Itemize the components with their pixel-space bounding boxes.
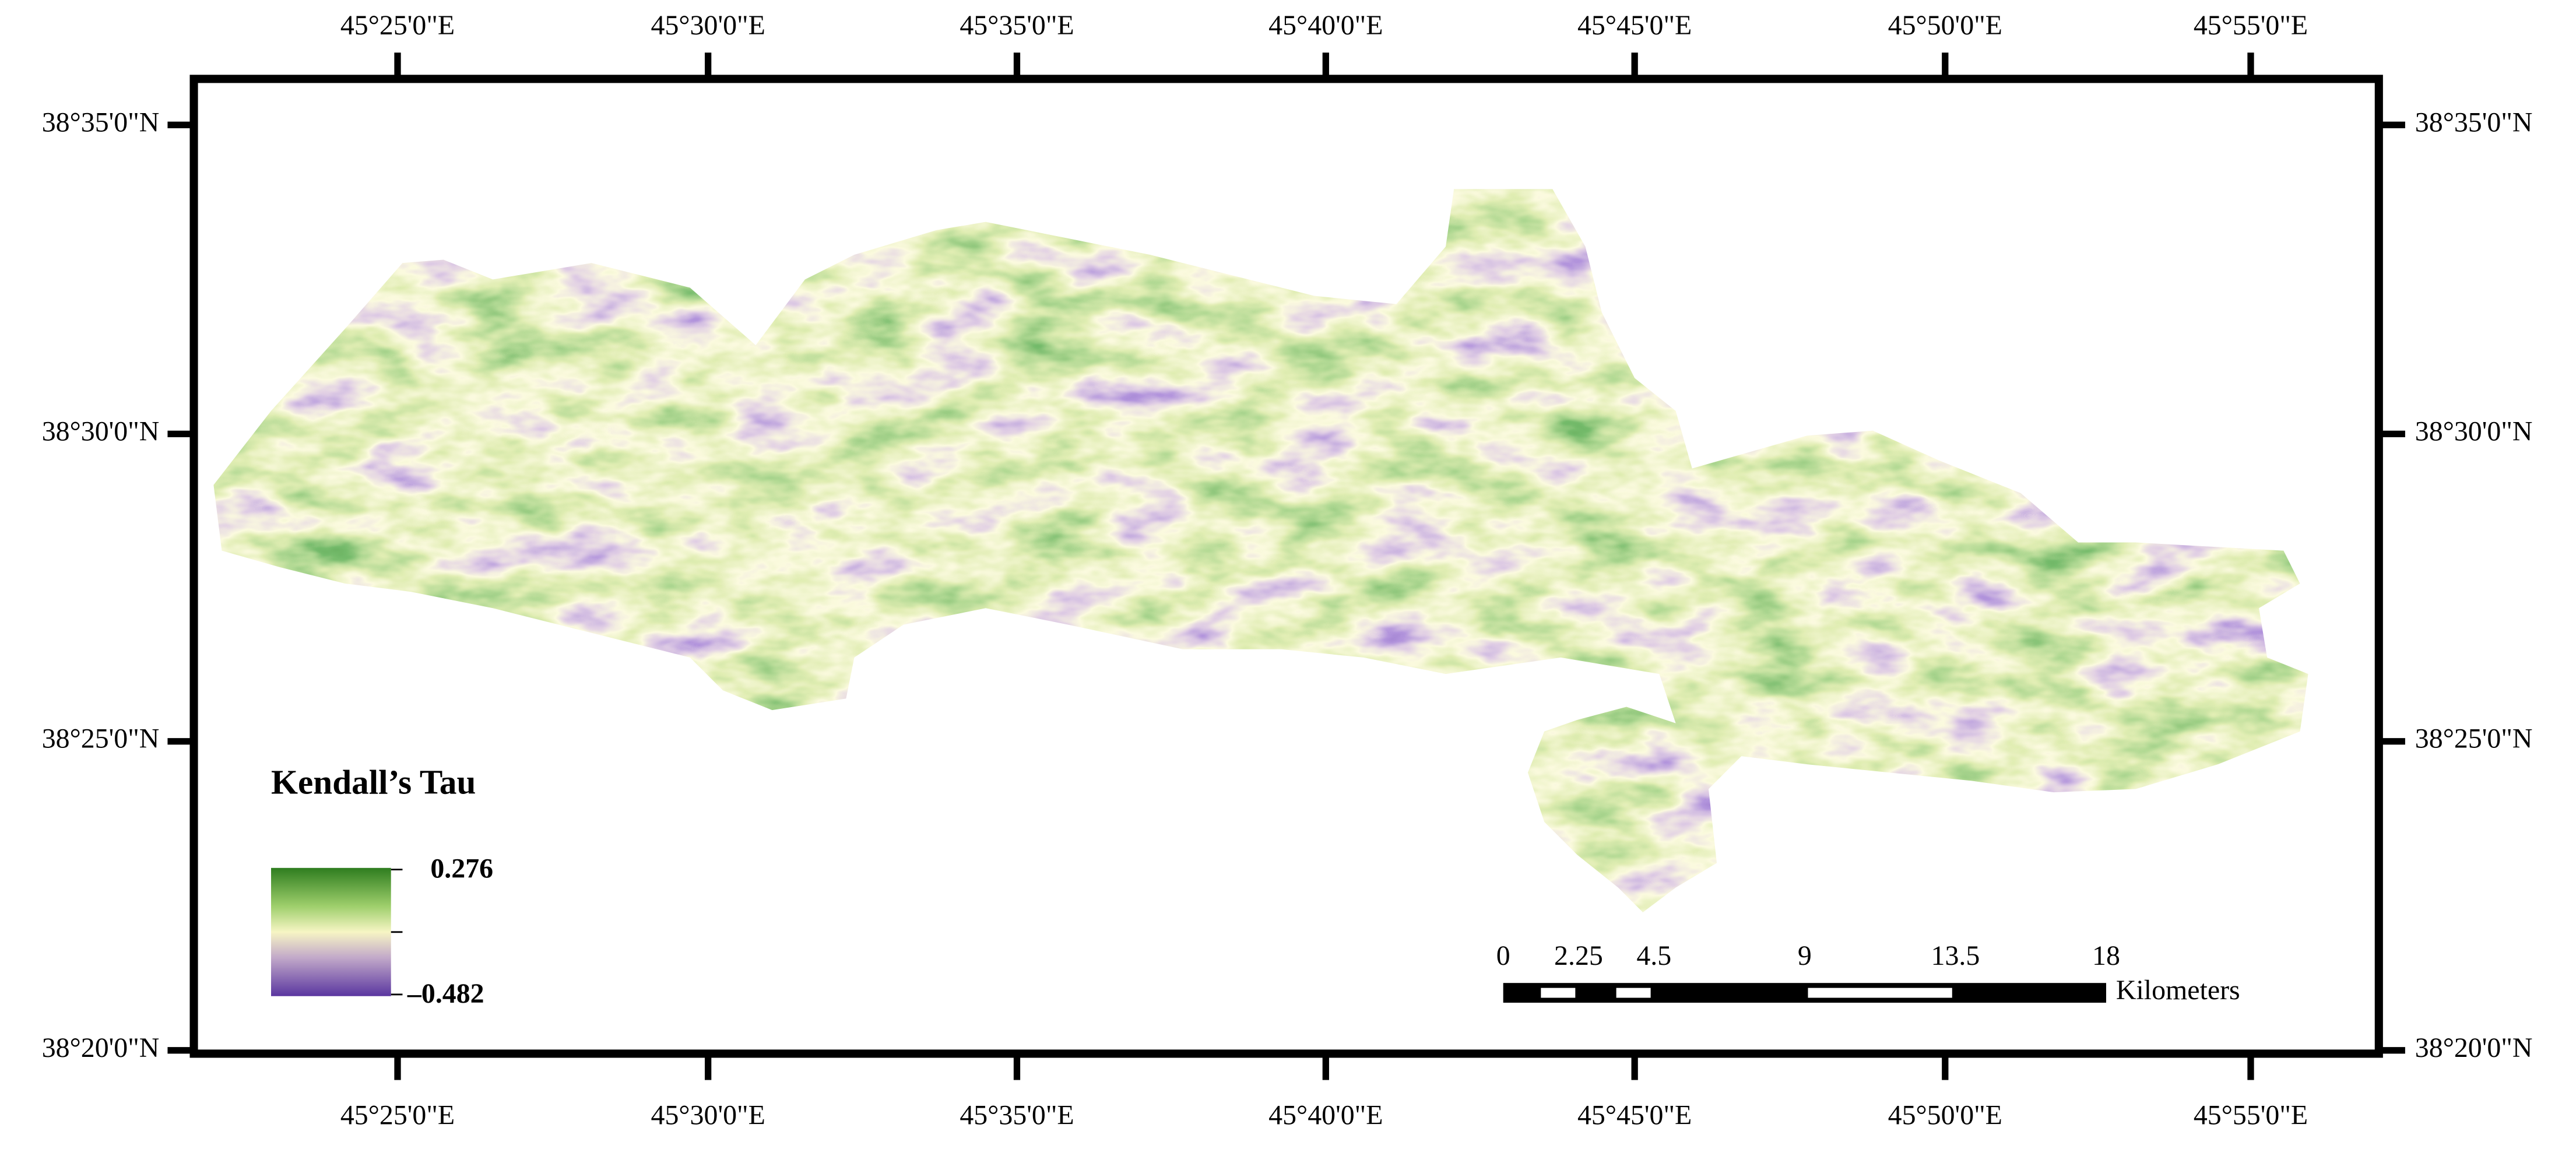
longitude-label: 45°30'0"E	[651, 1099, 765, 1130]
longitude-label: 45°55'0"E	[2194, 1099, 2308, 1130]
scale-segment	[1616, 988, 1651, 998]
latitude-label: 38°35'0"N	[2415, 107, 2533, 138]
legend: Kendall’s Tau 0.276 –0.482	[271, 763, 493, 1009]
scale-label: 2.25	[1554, 940, 1603, 971]
scale-unit: Kilometers	[2116, 975, 2240, 1006]
legend-max: 0.276	[430, 853, 493, 884]
map-frame	[189, 75, 2383, 1058]
longitude-label: 45°35'0"E	[960, 10, 1074, 41]
latitude-label: 38°35'0"N	[42, 107, 160, 138]
scale-segment	[1541, 988, 1576, 998]
latitude-label: 38°25'0"N	[2415, 723, 2533, 754]
scale-bar	[1503, 983, 2106, 1003]
legend-min: –0.482	[407, 978, 484, 1009]
scale-label: 0	[1496, 940, 1510, 971]
scale-segment	[1808, 988, 1952, 998]
longitude-label: 45°25'0"E	[340, 1099, 455, 1130]
legend-title: Kendall’s Tau	[271, 763, 476, 801]
latitude-label: 38°20'0"N	[42, 1032, 160, 1063]
longitude-label: 45°50'0"E	[1888, 10, 2002, 41]
scale-label: 13.5	[1931, 940, 1980, 971]
longitude-label: 45°40'0"E	[1268, 10, 1383, 41]
legend-colorbar	[271, 867, 391, 996]
longitude-label: 45°40'0"E	[1268, 1099, 1383, 1130]
tau-raster	[213, 189, 2308, 912]
latitude-label: 38°30'0"N	[2415, 416, 2533, 447]
latitude-label: 38°20'0"N	[2415, 1032, 2533, 1063]
latitude-label: 38°25'0"N	[42, 723, 160, 754]
longitude-label: 45°30'0"E	[651, 10, 765, 41]
longitude-label: 45°45'0"E	[1577, 10, 1692, 41]
longitude-label: 45°50'0"E	[1888, 1099, 2002, 1130]
longitude-label: 45°25'0"E	[340, 10, 455, 41]
longitude-label: 45°55'0"E	[2194, 10, 2308, 41]
longitude-label: 45°45'0"E	[1577, 1099, 1692, 1130]
scale-label: 4.5	[1636, 940, 1671, 971]
longitude-label: 45°35'0"E	[960, 1099, 1074, 1130]
scale-label: 18	[2092, 940, 2120, 971]
latitude-label: 38°30'0"N	[42, 416, 160, 447]
scale-label: 9	[1798, 940, 1812, 971]
